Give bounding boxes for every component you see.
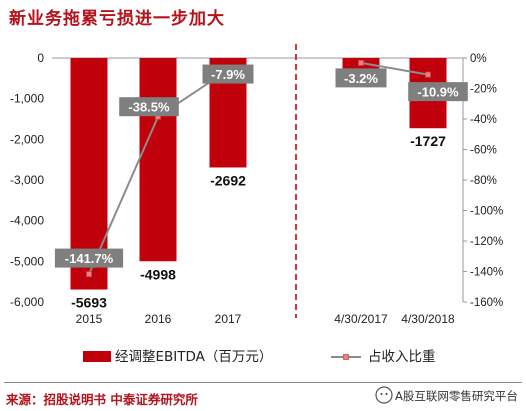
x-tick-label: 2015 [76, 312, 103, 326]
y-left-tick-label: -5,000 [10, 254, 44, 268]
x-tick-label: 2017 [215, 312, 242, 326]
chart-title: 新业务拖累亏损进一步加大 [9, 9, 225, 29]
y-right-tick-label: -160% [470, 297, 503, 309]
x-tick-label: 4/30/2018 [401, 312, 455, 326]
y-right-tick-label: -100% [470, 206, 503, 218]
ratio-label-box [202, 64, 254, 84]
y-right-tick-label: -120% [470, 236, 503, 248]
y-left-tick-label: -3,000 [10, 173, 44, 187]
y-left-tick-label: -1,000 [10, 92, 44, 106]
ratio-label-box [408, 82, 468, 102]
footer: 来源：招股说明书 中泰证券研究所 A股互联网零售研究平台 [0, 382, 526, 411]
source-note: 来源：招股说明书 中泰证券研究所 [6, 392, 198, 407]
legend-swatch-marker [343, 354, 349, 360]
ratio-label-box [335, 68, 387, 88]
y-left-tick-label: -4,000 [10, 214, 44, 228]
x-tick-label: 2016 [145, 312, 172, 326]
ratio-label-box [119, 97, 179, 117]
ratio-data-label: -141.7% [65, 251, 114, 266]
footer-rule [4, 382, 522, 383]
y-left-tick-label: 0 [37, 51, 44, 65]
bar-data-label: -1727 [410, 133, 446, 149]
y-right-tick-label: -80% [470, 175, 497, 187]
ratio-data-label: -10.9% [417, 85, 459, 100]
bar-data-label: -2692 [210, 172, 246, 188]
y-right-tick-label: -60% [470, 145, 497, 157]
watermark: A股互联网零售研究平台 [395, 389, 518, 403]
wechat-icon [375, 386, 393, 404]
ratio-point [86, 271, 92, 277]
ratio-data-label: -3.2% [344, 71, 378, 86]
y-right-tick-label: -40% [470, 114, 497, 126]
y-right-tick-label: 0% [470, 53, 487, 65]
y-right-tick-label: -20% [470, 84, 497, 96]
bar-data-label: -5693 [71, 295, 107, 311]
x-tick-label: 4/30/2017 [334, 312, 388, 326]
ratio-point [358, 59, 364, 66]
y-right-tick-label: -140% [470, 267, 503, 279]
ratio-point [425, 71, 431, 78]
legend-label-bar: 经调整EBITDA（百万元） [115, 349, 272, 365]
y-left-tick-label: -2,000 [10, 132, 44, 146]
ratio-line-ytd [360, 61, 429, 76]
ratio-label-box [54, 248, 124, 268]
ratio-data-label: -7.9% [211, 67, 245, 82]
bar-data-label: -4998 [140, 266, 176, 282]
y-left-tick-label: -6,000 [10, 295, 44, 309]
chart: 0 -1,000 -2,000 -3,000 -4,000 -5,000 -6,000 0% -… [10, 44, 503, 365]
legend-label-line: 占收入比重 [368, 349, 436, 365]
legend-swatch-bar [83, 351, 111, 362]
bar [139, 58, 177, 262]
ratio-data-label: -38.5% [128, 100, 170, 115]
